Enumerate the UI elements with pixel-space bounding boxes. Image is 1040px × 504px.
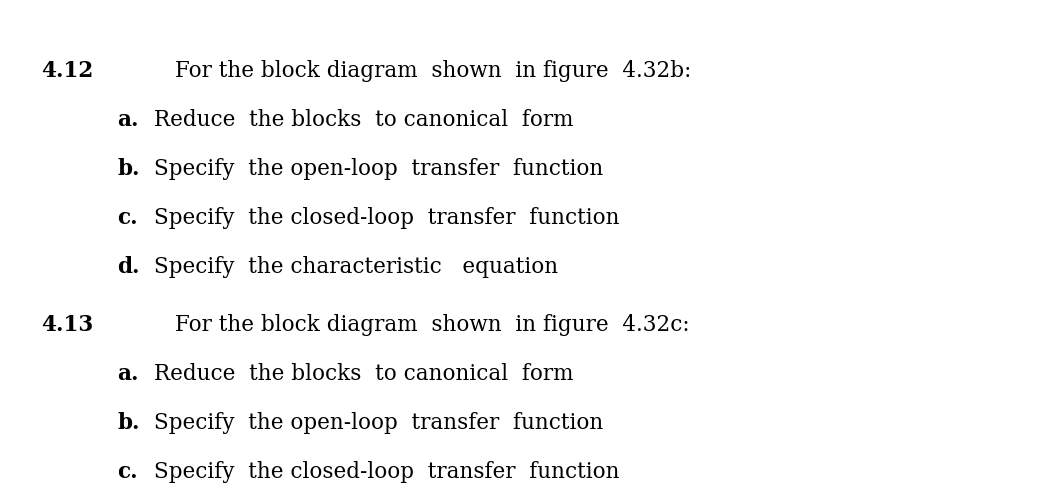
Text: a.: a. (118, 109, 139, 132)
Text: 4.13: 4.13 (42, 314, 94, 336)
Text: For the block diagram  shown  in figure  4.32b:: For the block diagram shown in figure 4.… (175, 60, 692, 83)
Text: b.: b. (118, 158, 140, 180)
Text: 4.12: 4.12 (42, 60, 94, 83)
Text: c.: c. (118, 207, 138, 229)
Text: b.: b. (118, 412, 140, 434)
Text: Reduce  the blocks  to canonical  form: Reduce the blocks to canonical form (154, 363, 573, 385)
Text: c.: c. (118, 461, 138, 483)
Text: Specify  the characteristic   equation: Specify the characteristic equation (154, 256, 558, 278)
Text: For the block diagram  shown  in figure  4.32c:: For the block diagram shown in figure 4.… (175, 314, 690, 336)
Text: Specify  the closed-loop  transfer  function: Specify the closed-loop transfer functio… (154, 207, 620, 229)
Text: Specify  the closed-loop  transfer  function: Specify the closed-loop transfer functio… (154, 461, 620, 483)
Text: Specify  the open-loop  transfer  function: Specify the open-loop transfer function (154, 412, 603, 434)
Text: Reduce  the blocks  to canonical  form: Reduce the blocks to canonical form (154, 109, 573, 132)
Text: d.: d. (118, 256, 140, 278)
Text: Specify  the open-loop  transfer  function: Specify the open-loop transfer function (154, 158, 603, 180)
Text: a.: a. (118, 363, 139, 385)
